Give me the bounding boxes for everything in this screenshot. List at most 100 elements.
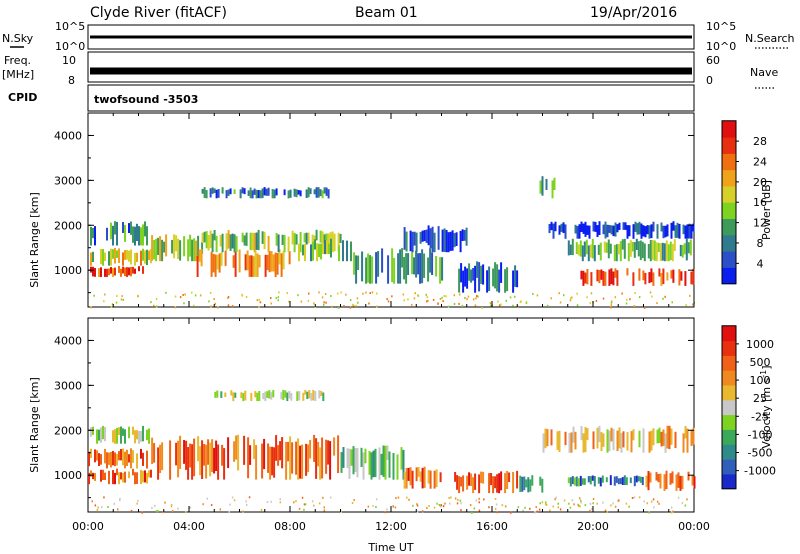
- data-cell: [546, 304, 549, 307]
- data-cell: [183, 302, 185, 305]
- data-cell: [88, 472, 90, 485]
- data-cell: [580, 425, 583, 441]
- data-cell: [450, 496, 452, 499]
- data-cell: [258, 298, 260, 301]
- data-cell: [593, 245, 596, 262]
- data-cell: [245, 503, 248, 506]
- data-cell: [523, 476, 526, 491]
- colorbar-tick-label: 8: [757, 237, 764, 250]
- data-cell: [440, 504, 442, 507]
- data-cell: [474, 473, 477, 490]
- data-cell: [683, 243, 686, 255]
- data-cell: [275, 188, 278, 196]
- data-cell: [666, 224, 669, 237]
- data-cell: [498, 473, 501, 494]
- data-cell: [433, 232, 436, 253]
- data-cell: [427, 257, 430, 282]
- data-cell: [427, 299, 429, 302]
- data-cell: [146, 472, 148, 484]
- beam-title: Beam 01: [355, 5, 418, 21]
- data-cell: [209, 230, 212, 248]
- data-cell: [121, 295, 123, 298]
- data-cell: [151, 235, 154, 261]
- data-cell: [613, 476, 616, 486]
- data-cell: [638, 496, 641, 499]
- data-cell: [544, 503, 547, 506]
- data-cell: [673, 239, 676, 251]
- data-cell: [277, 234, 280, 253]
- data-cell: [254, 391, 257, 398]
- data-cell: [126, 267, 128, 277]
- data-cell: [458, 268, 461, 293]
- data-cell: [577, 244, 580, 256]
- data-cell: [116, 295, 118, 298]
- data-cell: [512, 270, 515, 293]
- data-cell: [241, 187, 244, 194]
- data-cell: [132, 266, 134, 274]
- data-cell: [114, 248, 116, 264]
- data-cell: [458, 302, 460, 305]
- data-cell: [580, 270, 583, 280]
- data-cell: [255, 189, 258, 199]
- data-cell: [606, 429, 609, 453]
- data-cell: [437, 226, 440, 250]
- ytick-label: 4000: [54, 129, 82, 142]
- freq-tick-bottom: 8: [68, 74, 75, 87]
- data-cell: [667, 244, 670, 262]
- data-cell: [598, 270, 601, 284]
- data-cell: [651, 240, 654, 260]
- data-cell: [495, 503, 498, 506]
- data-cell: [242, 510, 244, 513]
- data-cell: [314, 239, 316, 250]
- colorbar-tick-label: 1000: [746, 338, 774, 351]
- data-cell: [622, 222, 625, 230]
- data-cell: [481, 307, 483, 309]
- data-cell: [281, 234, 284, 245]
- data-cell: [116, 468, 118, 476]
- data-cell: [191, 239, 194, 262]
- data-cell: [136, 502, 138, 505]
- data-cell: [311, 500, 314, 503]
- data-cell: [678, 269, 681, 286]
- data-cell: [353, 499, 355, 502]
- data-cell: [438, 504, 441, 506]
- data-cell: [602, 433, 605, 447]
- data-cell: [589, 502, 592, 505]
- data-cell: [322, 242, 324, 255]
- data-cell: [662, 297, 664, 300]
- data-cell: [589, 476, 592, 485]
- data-cell: [635, 475, 638, 483]
- data-cell: [402, 293, 405, 296]
- data-cell: [678, 223, 681, 239]
- data-cell: [472, 477, 475, 494]
- data-cell: [660, 431, 663, 447]
- data-cell: [411, 303, 413, 306]
- data-cell: [310, 393, 313, 401]
- data-cell: [253, 232, 256, 253]
- data-cell: [555, 496, 557, 499]
- data-cell: [293, 232, 296, 253]
- data-cell: [307, 187, 310, 198]
- data-cell: [554, 221, 557, 232]
- data-cell: [340, 452, 343, 473]
- data-cell: [478, 262, 481, 292]
- data-cell: [470, 473, 473, 486]
- data-cell: [215, 440, 218, 471]
- data-cell: [320, 391, 323, 396]
- data-cell: [298, 243, 300, 262]
- data-cell: [286, 292, 288, 295]
- data-cell: [439, 257, 442, 284]
- data-cell: [384, 445, 387, 480]
- data-cell: [447, 305, 450, 308]
- data-cell: [655, 472, 658, 481]
- data-cell: [457, 498, 459, 501]
- data-cell: [612, 428, 615, 451]
- data-cell: [597, 477, 600, 484]
- data-cell: [283, 234, 286, 253]
- colorbar-tick-label: 500: [750, 356, 771, 369]
- data-cell: [223, 448, 226, 480]
- data-cell: [409, 230, 412, 252]
- data-cell: [575, 476, 578, 487]
- data-cell: [256, 392, 259, 402]
- data-cell: [217, 189, 220, 198]
